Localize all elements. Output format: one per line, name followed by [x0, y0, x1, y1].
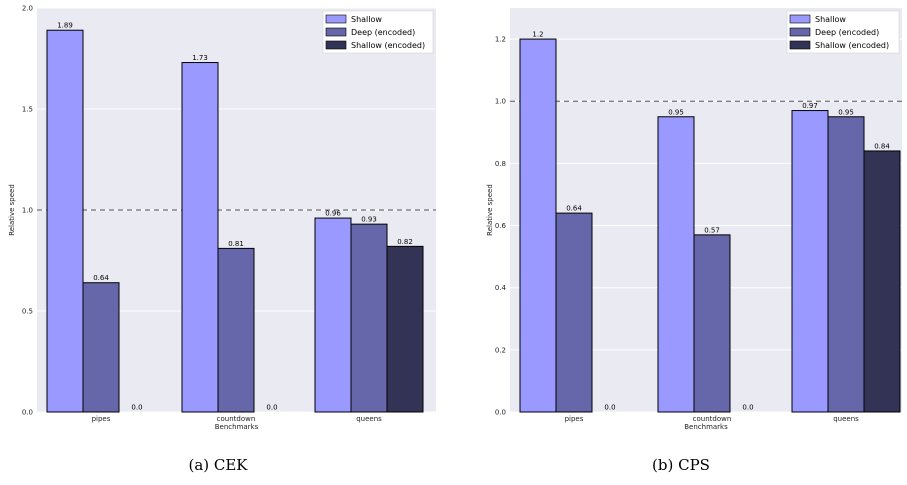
cps-chart-panel: 0.0 0.2 0.4 0.6 0.8 1.0 1.2 1.2 0.64 0.0 pipes 0.95…: [486, 8, 902, 431]
data-label: 1.89: [57, 22, 73, 30]
x-tick-label: countdown: [217, 415, 256, 423]
data-label: 0.0: [742, 404, 753, 412]
bar-shallow-countdown: [657, 116, 695, 413]
x-axis-label: Benchmarks: [684, 423, 728, 431]
data-label: 0.81: [228, 240, 244, 248]
legend-label-deep-encoded: Deep (encoded): [815, 28, 879, 37]
bar-shallow-encoded-queens: [386, 245, 424, 413]
y-tick-label: 1.0: [22, 207, 33, 215]
data-label: 0.64: [93, 274, 109, 282]
legend-swatch-shallow: [789, 14, 811, 24]
y-tick-label: 2.0: [22, 5, 33, 13]
x-tick-label: queens: [833, 415, 859, 423]
data-label: 0.82: [397, 238, 413, 246]
data-label: 0.0: [131, 404, 142, 412]
y-tick-label: 0.8: [495, 160, 506, 168]
data-label: 0.95: [838, 108, 854, 116]
x-tick-label: pipes: [92, 415, 111, 423]
x-tick-label: queens: [356, 415, 382, 423]
data-label: 0.57: [704, 226, 720, 234]
data-label: 0.0: [266, 404, 277, 412]
legend: Shallow Deep (encoded) Shallow (encoded): [322, 10, 434, 54]
bar-shallow-countdown: [181, 62, 219, 413]
data-label: 0.64: [566, 205, 582, 213]
x-tick-label: pipes: [565, 415, 584, 423]
bar-shallow-queens: [314, 217, 352, 413]
legend-label-shallow: Shallow: [351, 15, 382, 24]
y-axis-label: Relative speed: [486, 184, 494, 236]
legend-label-shallow-encoded: Shallow (encoded): [815, 41, 889, 50]
legend-label-shallow-encoded: Shallow (encoded): [351, 41, 425, 50]
y-tick-label: 0.5: [22, 308, 33, 316]
bar-deep-encoded-pipes: [82, 282, 120, 413]
legend-swatch-deep-encoded: [325, 27, 347, 37]
bar-deep-encoded-queens: [827, 116, 865, 413]
cek-chart-panel: 0.0 0.5 1.0 1.5 2.0 1.89 0.64 0.0 pipes 1.73 0.81 0…: [8, 5, 436, 431]
bar-shallow-pipes: [46, 29, 84, 413]
legend-swatch-deep-encoded: [789, 27, 811, 37]
data-label: 0.93: [361, 216, 377, 224]
bar-shallow-encoded-queens: [863, 150, 901, 413]
y-tick-label: 0.0: [22, 409, 33, 417]
y-tick-label: 1.2: [495, 36, 506, 44]
caption-cek: (a) CEK: [188, 456, 248, 474]
y-tick-label: 0.4: [495, 284, 507, 292]
data-label: 1.73: [192, 54, 208, 62]
bar-shallow-pipes: [519, 38, 557, 413]
y-tick-label: 0.6: [495, 222, 507, 230]
data-label: 1.2: [532, 31, 543, 39]
bar-deep-encoded-queens: [350, 223, 388, 413]
y-tick-label: 0.0: [495, 409, 506, 417]
data-label: 0.96: [325, 210, 341, 218]
y-axis-label: Relative speed: [8, 184, 16, 236]
bar-deep-encoded-countdown: [693, 234, 731, 413]
x-tick-label: countdown: [693, 415, 732, 423]
bar-shallow-queens: [791, 110, 829, 413]
bar-deep-encoded-pipes: [555, 212, 593, 413]
data-label: 0.95: [668, 108, 684, 116]
caption-cps: (b) CPS: [652, 456, 710, 474]
legend: Shallow Deep (encoded) Shallow (encoded): [786, 10, 900, 54]
legend-swatch-shallow: [325, 14, 347, 24]
legend-swatch-shallow-encoded: [789, 40, 811, 50]
y-tick-label: 1.5: [22, 106, 33, 114]
legend-label-shallow: Shallow: [815, 15, 846, 24]
y-tick-label: 0.2: [495, 346, 506, 354]
x-axis-label: Benchmarks: [215, 423, 259, 431]
bar-deep-encoded-countdown: [217, 247, 255, 413]
y-tick-label: 1.0: [495, 98, 506, 106]
data-label: 0.97: [802, 102, 818, 110]
data-label: 0.84: [874, 142, 890, 150]
data-label: 0.0: [604, 404, 615, 412]
legend-label-deep-encoded: Deep (encoded): [351, 28, 415, 37]
legend-swatch-shallow-encoded: [325, 40, 347, 50]
